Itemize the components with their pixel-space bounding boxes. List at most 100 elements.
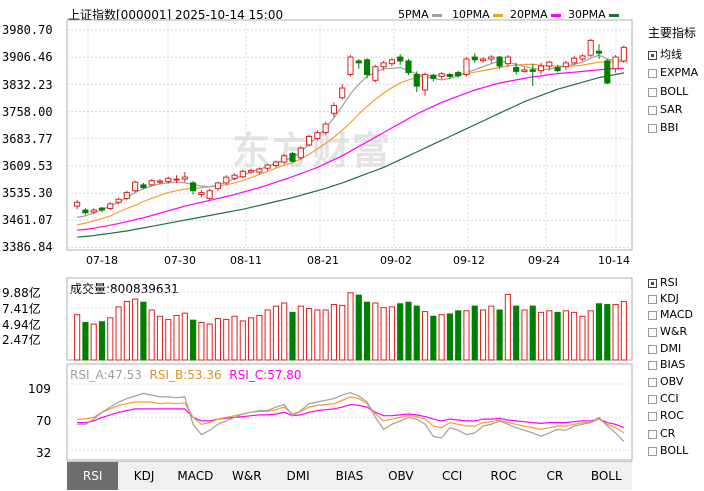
- chart-title: 上证指数[000001] 2025-10-14 15:00: [68, 8, 284, 22]
- candle-body: [347, 56, 354, 75]
- price-axis-label: 3832.23: [2, 78, 53, 92]
- indicator-obv[interactable]: OBV: [648, 375, 683, 388]
- volume-bar: [297, 305, 304, 361]
- candle-body: [314, 132, 321, 139]
- tab-boll[interactable]: BOLL: [590, 469, 622, 483]
- indicator-rsi[interactable]: RSI: [648, 276, 678, 289]
- candle-body: [504, 56, 511, 65]
- ma10-line: [76, 60, 624, 226]
- checkbox-icon[interactable]: [648, 377, 657, 387]
- checkbox-icon[interactable]: [648, 50, 657, 60]
- indicator-boll[interactable]: BOLL: [648, 85, 688, 98]
- candle-body: [223, 176, 230, 184]
- volume-bar: [479, 309, 487, 361]
- indicator-ma[interactable]: 均线: [648, 46, 682, 62]
- rsi-axis-label: 109: [28, 382, 51, 396]
- indicator-expma[interactable]: EXPMA: [648, 66, 698, 79]
- tab-cci[interactable]: CCI: [442, 469, 463, 483]
- tab-dmi[interactable]: DMI: [286, 469, 310, 483]
- volume-bar: [82, 322, 89, 361]
- candle-body: [488, 56, 495, 60]
- legend-ma5: 5PMA: [398, 8, 442, 21]
- volume-bar: [620, 300, 627, 361]
- price-axis-label: 3386.84: [2, 240, 53, 254]
- checkbox-icon[interactable]: [648, 411, 657, 421]
- volume-bar: [264, 309, 271, 361]
- candle-body: [529, 69, 536, 72]
- volume-bar: [123, 300, 130, 361]
- legend-ma20-swatch: [550, 13, 561, 17]
- indicator-label: DMI: [660, 342, 682, 355]
- indicator-label: CCI: [660, 392, 679, 405]
- candle-body: [123, 192, 130, 199]
- volume-bar: [397, 303, 404, 361]
- tab-macd[interactable]: MACD: [177, 469, 214, 483]
- indicator-boll-sub[interactable]: BOLL: [648, 444, 688, 457]
- volume-bar: [546, 310, 553, 361]
- volume-bar: [488, 305, 495, 361]
- indicator-label: W&R: [660, 325, 688, 338]
- volume-bar: [604, 304, 611, 361]
- checkbox-icon[interactable]: [648, 344, 657, 354]
- candle-body: [595, 50, 603, 54]
- checkbox-icon[interactable]: [648, 68, 657, 78]
- candle-body: [339, 87, 346, 99]
- volume-bar: [579, 315, 586, 361]
- checkbox-icon[interactable]: [648, 446, 657, 456]
- indicator-label: BOLL: [660, 85, 689, 98]
- legend-ma30-swatch: [608, 13, 619, 17]
- checkbox-icon[interactable]: [648, 429, 657, 439]
- candle-body: [272, 161, 280, 167]
- indicator-kdj[interactable]: KDJ: [648, 292, 679, 305]
- checkbox-icon[interactable]: [648, 123, 657, 133]
- indicator-roc[interactable]: ROC: [648, 409, 684, 422]
- candle-body: [537, 65, 545, 72]
- volume-bar: [372, 302, 379, 361]
- tab-bias[interactable]: BIAS: [335, 469, 364, 483]
- tab-cr[interactable]: CR: [546, 469, 564, 483]
- volume-bar: [421, 311, 429, 361]
- indicator-sar[interactable]: SAR: [648, 103, 682, 116]
- tab-obv[interactable]: OBV: [388, 469, 414, 483]
- rsi-legend: RSI_A:47.53 RSI_B:53.36 RSI_C:57.80: [70, 368, 302, 382]
- indicator-macd[interactable]: MACD: [648, 308, 693, 321]
- indicator-bbi[interactable]: BBI: [648, 121, 678, 134]
- checkbox-icon[interactable]: [648, 394, 657, 404]
- date-axis-label: 10-14: [598, 254, 630, 267]
- checkbox-icon[interactable]: [648, 294, 657, 304]
- indicator-wr[interactable]: W&R: [648, 325, 687, 338]
- checkbox-icon[interactable]: [648, 327, 657, 337]
- candle-body: [264, 164, 271, 169]
- date-axis-label: 08-21: [307, 254, 339, 267]
- checkbox-icon[interactable]: [648, 87, 657, 97]
- volume-bar: [562, 310, 569, 361]
- checkbox-icon[interactable]: [648, 310, 657, 320]
- candle-body: [256, 168, 263, 173]
- checkbox-icon[interactable]: [648, 105, 657, 115]
- tab-wr[interactable]: W&R: [231, 469, 262, 483]
- indicator-cr[interactable]: CR: [648, 427, 675, 440]
- candle-body: [496, 56, 503, 67]
- candle-body: [546, 61, 553, 67]
- volume-bar: [595, 303, 603, 361]
- candle-body: [413, 73, 420, 87]
- candle-body: [74, 201, 81, 207]
- tab-kdj[interactable]: KDJ: [133, 469, 155, 483]
- checkbox-icon[interactable]: [648, 360, 657, 370]
- indicator-dmi[interactable]: DMI: [648, 342, 681, 355]
- candle-body: [148, 180, 155, 186]
- checkbox-icon[interactable]: [648, 278, 657, 288]
- candle-body: [438, 73, 445, 77]
- volume-bar: [363, 301, 371, 361]
- rsi-b-label: RSI_B:53.36: [149, 368, 222, 382]
- tab-roc[interactable]: ROC: [490, 469, 517, 483]
- legend-ma10-swatch: [492, 13, 503, 17]
- tab-rsi[interactable]: RSI: [67, 462, 119, 490]
- candle-body: [579, 55, 586, 60]
- volume-bar: [521, 309, 528, 361]
- indicator-cci[interactable]: CCI: [648, 392, 679, 405]
- candle-body: [297, 147, 304, 159]
- volume-bar: [190, 319, 197, 361]
- indicator-bias[interactable]: BIAS: [648, 358, 685, 371]
